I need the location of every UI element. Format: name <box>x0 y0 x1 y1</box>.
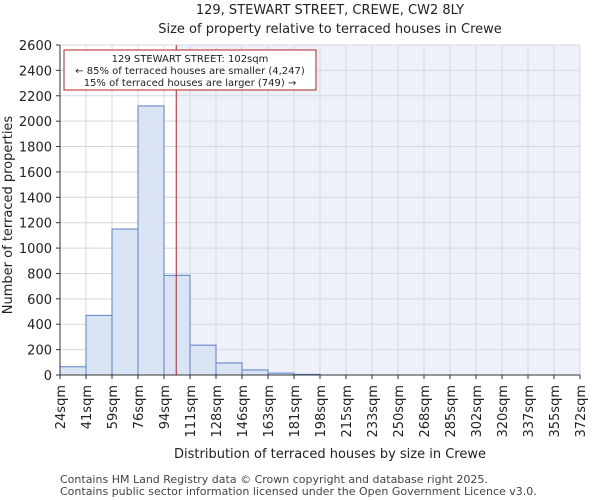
x-tick-label: 41sqm <box>80 385 95 429</box>
footer-licence: Contains public sector information licen… <box>60 485 537 498</box>
y-tick-label: 2600 <box>19 39 52 54</box>
histogram-bar <box>163 274 191 376</box>
y-axis-label: Number of terraced properties <box>1 116 16 315</box>
x-tick-label: 59sqm <box>106 385 121 429</box>
x-tick-label: 337sqm <box>522 385 537 438</box>
y-tick-label: 1200 <box>19 217 52 232</box>
y-tick-label: 2400 <box>19 64 52 79</box>
x-tick-label: 372sqm <box>574 385 589 438</box>
x-tick-label: 302sqm <box>470 385 485 438</box>
chart-subtitle: Size of property relative to terraced ho… <box>158 22 502 37</box>
x-tick-label: 111sqm <box>184 385 199 438</box>
histogram-bar <box>111 228 139 376</box>
x-tick-label: 285sqm <box>444 385 459 438</box>
y-tick-label: 1800 <box>19 141 52 156</box>
y-tick-label: 2200 <box>19 90 52 105</box>
x-tick-label: 163sqm <box>262 385 277 438</box>
x-axis-label: Distribution of terraced houses by size … <box>174 447 486 462</box>
y-tick-label: 0 <box>44 369 52 384</box>
x-tick-label: 198sqm <box>314 385 329 438</box>
x-tick-label: 128sqm <box>210 385 225 438</box>
histogram-bar <box>189 344 217 376</box>
y-tick-label: 1000 <box>19 242 52 257</box>
plot-area: 0 200 400 600 800 1000 1200 1400 1600 1800 2000 220… <box>19 39 589 438</box>
annotation-line-3: 15% of terraced houses are larger (749) … <box>84 78 297 89</box>
histogram-bar <box>85 314 113 376</box>
histogram-bar <box>241 369 269 376</box>
x-tick-label: 320sqm <box>496 385 511 438</box>
x-tick-label: 24sqm <box>54 385 69 429</box>
y-tick-label: 200 <box>27 344 52 359</box>
histogram-bar <box>215 362 243 376</box>
footer-copyright: Contains HM Land Registry data © Crown c… <box>60 473 488 486</box>
larger-region-shade <box>176 45 580 375</box>
annotation-box <box>63 49 317 91</box>
x-tick-label: 94sqm <box>158 385 173 429</box>
y-tick-label: 1600 <box>19 166 52 181</box>
y-tick-label: 2000 <box>19 115 52 130</box>
x-tick-label: 146sqm <box>236 385 251 438</box>
x-tick-label: 181sqm <box>288 385 303 438</box>
annotation-line-2: ← 85% of terraced houses are smaller (4,… <box>75 66 305 77</box>
histogram-bar <box>59 366 87 376</box>
x-tick-label: 268sqm <box>418 385 433 438</box>
x-tick-label: 250sqm <box>392 385 407 438</box>
x-tick-label: 76sqm <box>132 385 147 429</box>
chart-title: 129, STEWART STREET, CREWE, CW2 8LY <box>196 3 464 18</box>
y-tick-label: 1400 <box>19 191 52 206</box>
histogram-bar <box>137 105 165 376</box>
x-tick-label: 233sqm <box>366 385 381 438</box>
x-tick-label: 355sqm <box>548 385 563 438</box>
y-tick-label: 600 <box>27 293 52 308</box>
y-tick-label: 800 <box>27 267 52 282</box>
x-tick-label: 215sqm <box>340 385 355 438</box>
y-tick-label: 400 <box>27 318 52 333</box>
annotation-line-1: 129 STEWART STREET: 102sqm <box>112 54 269 65</box>
